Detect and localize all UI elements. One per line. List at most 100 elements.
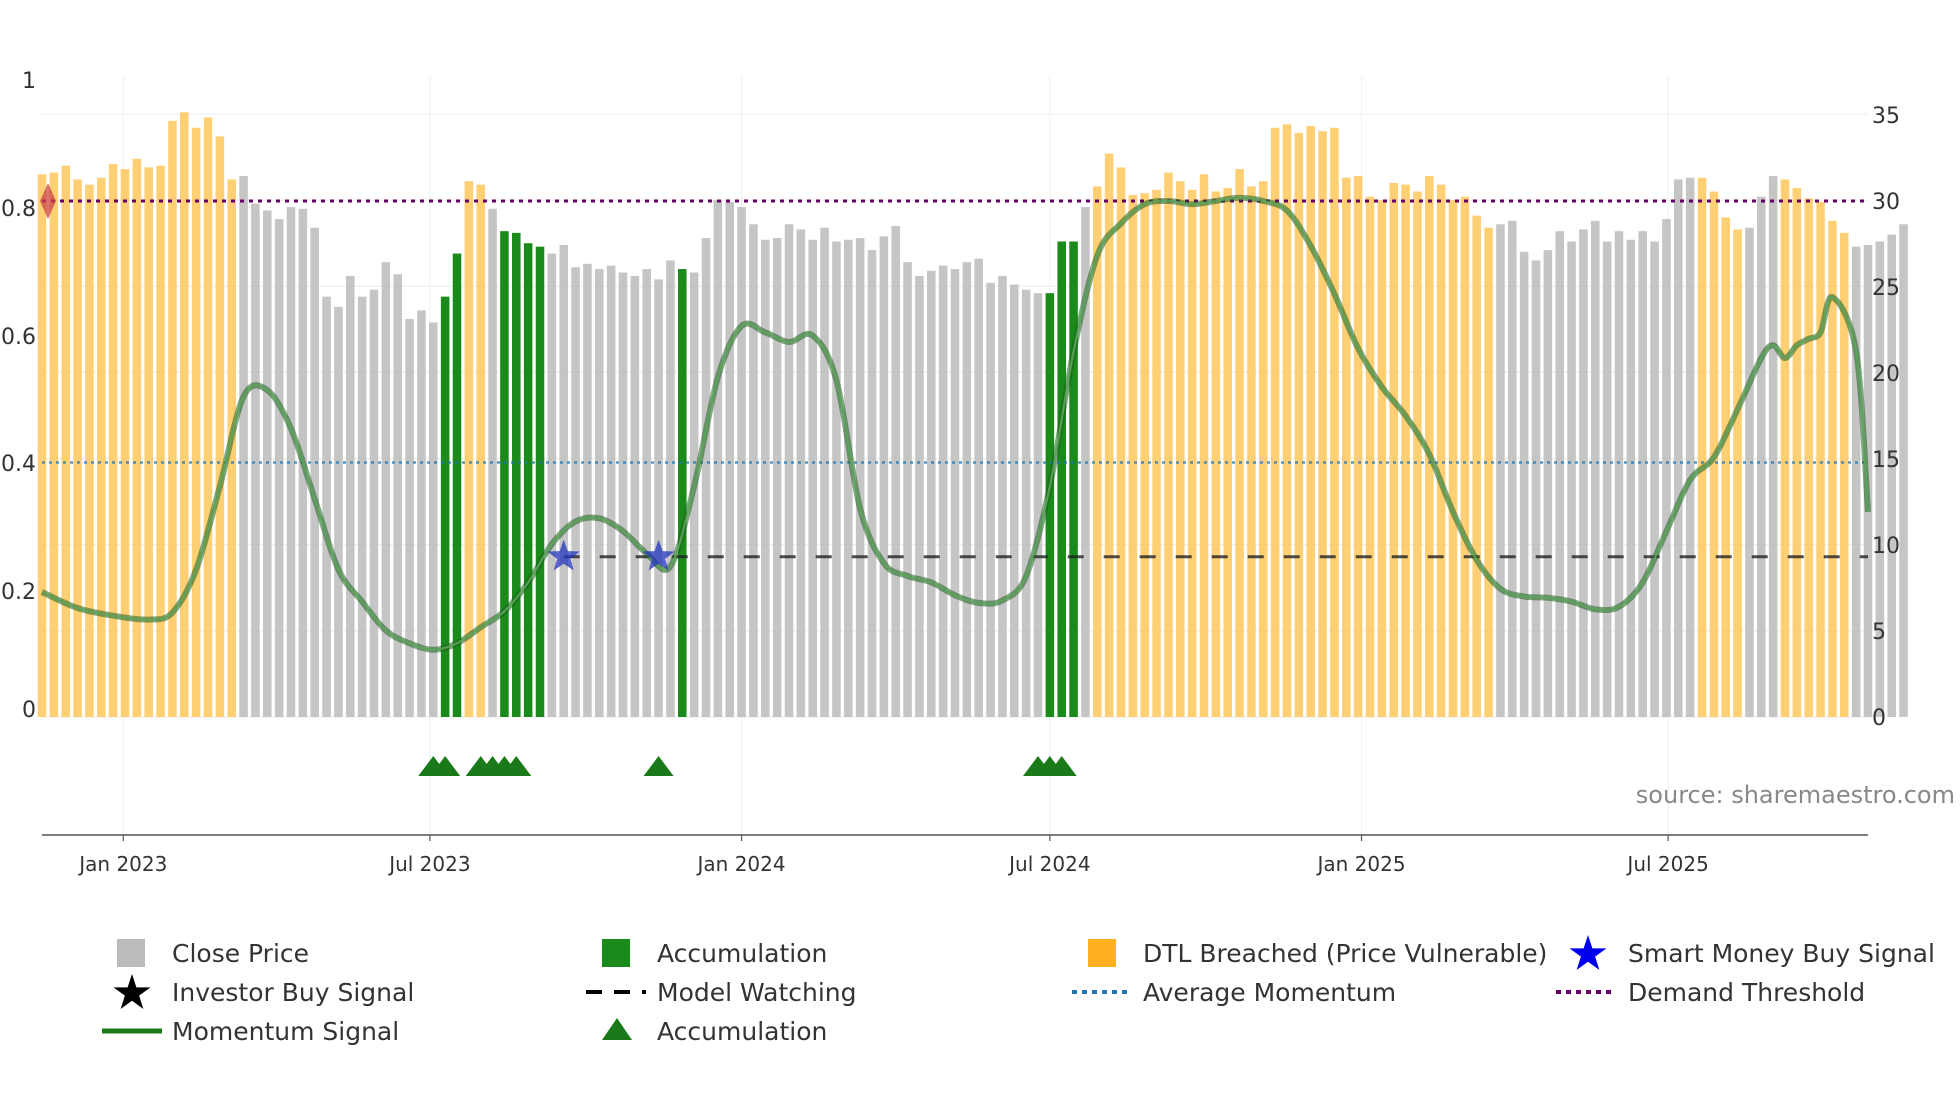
dtl-breached-bar — [37, 174, 47, 718]
dtl-breached-bar — [1780, 179, 1790, 717]
legend-label-average-momentum: Average Momentum — [1143, 978, 1396, 1007]
close-price-bar — [1851, 246, 1861, 717]
x-axis: Jan 2023 Jul 2023 Jan 2024 Jul 2024 Jan … — [42, 834, 1868, 876]
close-price-bar — [571, 267, 580, 717]
close-price-bar — [381, 262, 391, 717]
dtl-breached-bar — [1804, 198, 1813, 718]
dtl-breached-bar — [1733, 229, 1742, 717]
dtl-breached-bar — [1140, 193, 1149, 717]
accumulation-bar — [678, 269, 687, 717]
legend-label-model-watching: Model Watching — [657, 978, 857, 1007]
dtl-breached-bar — [1093, 186, 1102, 718]
close-price-bar — [559, 244, 568, 718]
dtl-breached-bar — [1259, 181, 1268, 718]
dtl-breached-bar — [1104, 153, 1114, 717]
chart-legend: Close Price Accumulation DTL Breached (P… — [102, 935, 1935, 1046]
accumulation-bar — [523, 243, 533, 717]
close-price-bar — [654, 279, 663, 717]
dtl-breached-bar — [156, 165, 165, 717]
left-tick-label: 0.2 — [1, 580, 36, 605]
close-price-bar — [855, 238, 865, 717]
dtl-breached-bar — [1116, 167, 1126, 717]
close-price-bar — [974, 258, 983, 717]
dtl-breached-bar — [1247, 186, 1256, 718]
reference-lines — [42, 199, 1868, 559]
left-tick-label: 1 — [22, 69, 36, 94]
accumulation-bar — [1069, 241, 1078, 717]
close-price-bar — [595, 269, 604, 717]
close-price-bar — [583, 263, 592, 717]
close-price-bar — [820, 227, 829, 718]
dtl-breached-bar — [144, 167, 153, 717]
accumulation-bar — [452, 253, 462, 717]
close-price-bar — [1496, 224, 1505, 717]
dtl-breached-bar — [476, 184, 485, 717]
right-axis: 0 5 10 15 20 25 30 35 — [1872, 104, 1900, 731]
close-price-bar — [950, 269, 960, 717]
close-price-bar — [1875, 241, 1885, 717]
right-tick-label: 30 — [1872, 190, 1900, 215]
dtl-breached-bar — [1318, 131, 1327, 717]
close-price-bar — [1887, 234, 1896, 717]
dtl-breached-bar — [1235, 169, 1244, 718]
close-price-bar — [998, 275, 1007, 717]
legend-star-icon-investor — [113, 974, 151, 1009]
legend-label-accumulation-bar: Accumulation — [657, 939, 827, 968]
close-price-bar — [832, 241, 841, 717]
dtl-breached-bar — [1697, 177, 1707, 717]
dtl-breached-bar — [1342, 177, 1351, 717]
close-price-bar — [642, 269, 651, 717]
close-price-bar — [618, 272, 628, 717]
close-price-bar — [606, 265, 616, 717]
accumulation-triangle-icon — [430, 756, 461, 776]
dtl-breached-bar — [180, 112, 189, 717]
legend-label-investor-buy: Investor Buy Signal — [172, 978, 414, 1007]
dtl-breached-bar — [191, 127, 201, 718]
close-price-bar — [310, 227, 319, 718]
close-price-bar — [1757, 196, 1766, 717]
close-price-bar — [1768, 176, 1778, 718]
right-tick-label: 20 — [1872, 362, 1900, 387]
dtl-breached-bar — [1413, 191, 1422, 717]
momentum-signal-line — [41, 196, 1870, 651]
close-price-bar — [938, 265, 948, 717]
close-price-bar — [334, 306, 343, 717]
legend-label-smart-money: Smart Money Buy Signal — [1628, 939, 1935, 968]
legend-swatch-dtl-breached — [1088, 939, 1116, 967]
close-price-bar — [1602, 241, 1612, 717]
close-price-bar — [796, 229, 806, 717]
close-price-bar — [879, 236, 889, 717]
close-price-bar — [903, 262, 912, 717]
close-price-bar — [1662, 219, 1671, 717]
close-price-bar — [725, 201, 734, 717]
close-price-bar — [1685, 177, 1695, 717]
accumulation-triangle-icon — [501, 756, 532, 776]
accumulation-triangle-icon — [643, 756, 674, 776]
close-price-bar — [1033, 293, 1043, 717]
dtl-breached-bar — [1436, 184, 1446, 717]
legend-label-close-price: Close Price — [172, 939, 309, 968]
close-price-bar — [713, 200, 723, 718]
close-price-bar — [630, 275, 640, 717]
close-price-bar — [322, 296, 331, 717]
close-price-bar — [891, 225, 900, 717]
dtl-breached-bar — [203, 117, 213, 717]
right-tick-label: 0 — [1872, 706, 1886, 731]
legend-label-momentum-signal: Momentum Signal — [172, 1017, 399, 1046]
dtl-breached-bar — [1211, 191, 1221, 717]
close-price-bar — [239, 176, 248, 718]
close-price-bar — [1638, 231, 1647, 717]
close-price-bar — [1650, 241, 1659, 717]
dtl-breached-bar — [1401, 184, 1410, 717]
dtl-breached-bar — [1282, 124, 1292, 717]
dtl-breached-bar — [168, 120, 177, 718]
dtl-breached-bar — [73, 179, 82, 717]
close-price-bar — [1745, 227, 1754, 718]
legend-label-accumulation-marker: Accumulation — [657, 1017, 827, 1046]
legend-swatch-accumulation-bar — [602, 939, 630, 967]
dtl-breached-bar — [1164, 172, 1173, 717]
dtl-breached-bar — [1176, 181, 1185, 718]
dtl-breached-bar — [1816, 201, 1825, 717]
dtl-breached-bar — [97, 177, 106, 717]
dtl-breached-bar — [1330, 127, 1339, 718]
